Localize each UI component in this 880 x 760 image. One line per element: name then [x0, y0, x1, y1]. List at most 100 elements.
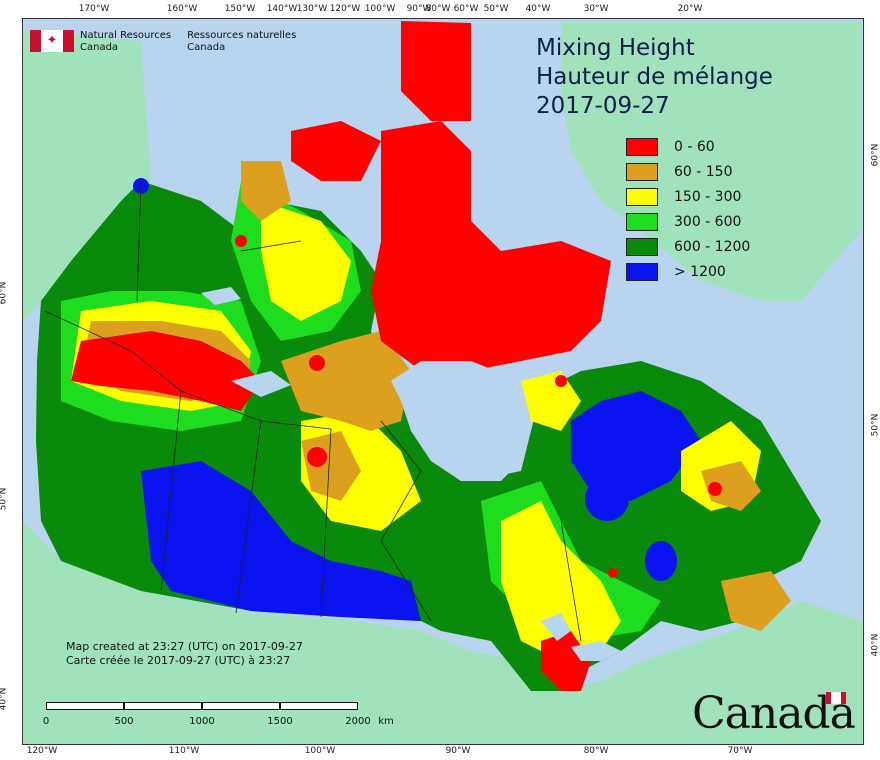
tick-label: 70°W	[727, 746, 753, 756]
agency-line: Canada	[80, 42, 119, 53]
alaska-land	[23, 31, 151, 321]
tick-label: 90°W	[406, 4, 432, 14]
scale-unit: km	[378, 716, 394, 727]
red-spot	[235, 235, 247, 247]
legend-label: 0 - 60	[674, 138, 715, 155]
blue-zone-quebec	[571, 391, 701, 501]
red-zone-arctic	[371, 121, 611, 371]
yellow-zone-north	[261, 201, 351, 321]
legend-item: 0 - 60	[626, 134, 750, 159]
tick-label: 80°W	[425, 4, 451, 14]
title-date: 2017-09-27	[536, 93, 670, 119]
tick-label: 80°W	[583, 746, 609, 756]
blue-zone-prairies	[141, 461, 421, 621]
orange-zone-arctic	[241, 161, 291, 221]
legend-item: 300 - 600	[626, 209, 750, 234]
mixing-height-map	[23, 19, 863, 744]
tick-label: 140°W	[266, 4, 298, 14]
scale-label: 0	[42, 716, 50, 727]
tick-label: 30°W	[583, 4, 609, 14]
scale-segment	[202, 702, 280, 710]
tick-label: 50°N	[0, 487, 9, 511]
hudson-bay	[391, 361, 531, 481]
canada-flag-icon: ✦	[30, 30, 74, 52]
red-spot	[708, 482, 722, 496]
usa-land	[23, 521, 863, 744]
scale-segment	[124, 702, 202, 710]
tick-label: 40°N	[0, 687, 9, 711]
legend-item: 60 - 150	[626, 159, 750, 184]
title-en: Mixing Height	[536, 35, 695, 61]
orange-zone-maritimes	[721, 571, 791, 631]
great-slave-lake	[231, 371, 291, 397]
red-spot	[555, 375, 567, 387]
legend-swatch	[626, 262, 658, 281]
tick-label: 100°W	[304, 746, 336, 756]
tick-label: 130°W	[296, 4, 328, 14]
legend-swatch	[626, 237, 658, 256]
agency-line: Natural Resources	[80, 30, 172, 41]
scale-label: 500	[114, 716, 134, 727]
legend-swatch	[626, 162, 658, 181]
tick-label: 60°W	[453, 4, 479, 14]
red-zone-ellesmere	[401, 21, 471, 121]
tick-label: 160°W	[166, 4, 198, 14]
tick-label: 150°W	[224, 4, 256, 14]
great-lake	[541, 613, 571, 641]
credit-line-en: Map created at 23:27 (UTC) on 2017-09-27	[66, 640, 303, 653]
scale-label: 1500	[267, 716, 293, 727]
map-credits: Map created at 23:27 (UTC) on 2017-09-27…	[66, 640, 303, 668]
tick-label: 40°N	[870, 633, 880, 657]
tick-label: 60°N	[0, 281, 9, 305]
tick-label: 110°W	[168, 746, 200, 756]
legend: 0 - 60 60 - 150 150 - 300 300 - 600 600 - 12…	[626, 134, 750, 284]
legend-label: 150 - 300	[674, 188, 742, 205]
red-zone-west	[71, 331, 261, 411]
blue-zone-east	[645, 541, 677, 581]
red-spot	[608, 568, 618, 578]
tick-label: 100°W	[364, 4, 396, 14]
title-fr: Hauteur de mélange	[536, 64, 773, 90]
yellow-zone-hudson-east	[521, 371, 581, 431]
tick-label: 50°N	[870, 413, 880, 437]
red-spot	[309, 355, 325, 371]
map-title: Mixing Height Hauteur de mélange 2017-09…	[536, 34, 773, 121]
scale-segment	[46, 702, 124, 710]
great-lake	[571, 641, 621, 661]
tick-label: 90°W	[445, 746, 471, 756]
wordmark-flag-icon	[826, 692, 846, 704]
scale-label: 1000	[189, 716, 215, 727]
legend-label: 300 - 600	[674, 213, 742, 230]
province-borders	[44, 180, 582, 642]
tick-label: 40°W	[525, 4, 551, 14]
orange-zone-quebec	[701, 461, 761, 511]
tick-label: 20°W	[677, 4, 703, 14]
agency-line: Canada	[187, 42, 226, 53]
great-bear-lake	[201, 287, 241, 305]
scale-segment	[280, 702, 358, 710]
legend-label: 60 - 150	[674, 163, 733, 180]
legend-item: 150 - 300	[626, 184, 750, 209]
legend-swatch	[626, 212, 658, 231]
agency-name-fr: Ressources naturelles Canada	[187, 30, 296, 54]
legend-swatch	[626, 137, 658, 156]
agency-name-en: Natural Resources Canada	[80, 30, 171, 54]
tick-label: 120°W	[329, 4, 361, 14]
legend-label: 600 - 1200	[674, 238, 751, 255]
blue-zone-quebec-lobe	[585, 477, 629, 521]
scale-label: 2000	[345, 716, 371, 727]
yellow-zone-ontario	[501, 501, 621, 661]
tick-label: 60°N	[870, 143, 880, 167]
red-zone-islands	[291, 121, 381, 181]
tick-label: 170°W	[78, 4, 110, 14]
credit-line-fr: Carte créée le 2017-09-27 (UTC) à 23:27	[66, 654, 291, 667]
legend-item: 600 - 1200	[626, 234, 750, 259]
tick-label: 120°W	[26, 746, 58, 756]
agency-header: ✦ Natural Resources Canada Ressources na…	[30, 30, 306, 54]
greenland-land	[561, 21, 861, 301]
tick-label: 50°W	[483, 4, 509, 14]
legend-swatch	[626, 187, 658, 206]
agency-line: Ressources naturelles	[187, 30, 297, 41]
legend-item: > 1200	[626, 259, 750, 284]
red-spot	[307, 447, 327, 467]
